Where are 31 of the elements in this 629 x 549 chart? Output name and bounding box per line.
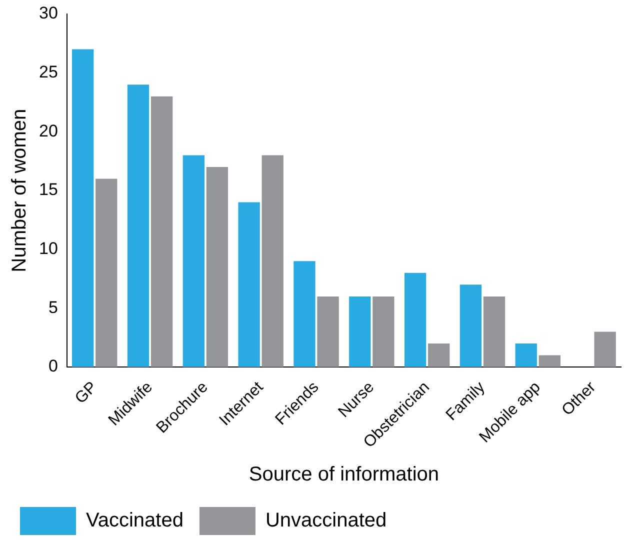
bar [404,272,426,368]
bar [150,96,173,368]
y-tick-label: 20 [38,121,58,140]
y-tick-label: 25 [38,62,58,82]
bar [96,178,118,368]
bar [294,261,316,368]
bar [206,166,228,368]
legend-label: Vaccinated [86,510,184,532]
y-tick-label: 5 [48,298,58,317]
bar [317,296,339,368]
bar [372,296,394,368]
bar [262,155,284,368]
bar [594,332,616,368]
bar [428,344,450,368]
x-axis-title: Source of information [248,464,440,486]
y-tick-label: 30 [38,4,58,23]
y-tick-label: 15 [38,180,58,200]
legend-label: Unvaccinated [265,510,387,532]
bar [72,49,94,368]
bar [127,84,150,368]
bar [182,155,204,368]
y-tick-label: 0 [48,356,58,376]
bar [538,355,560,368]
y-tick-label: 10 [38,239,58,258]
bar [460,284,482,368]
bar [349,296,371,368]
y-axis-title: Number of women [8,108,31,272]
bar [238,202,260,368]
bar [483,296,506,368]
x-tick-label: GP [72,378,101,408]
bar [515,344,537,368]
